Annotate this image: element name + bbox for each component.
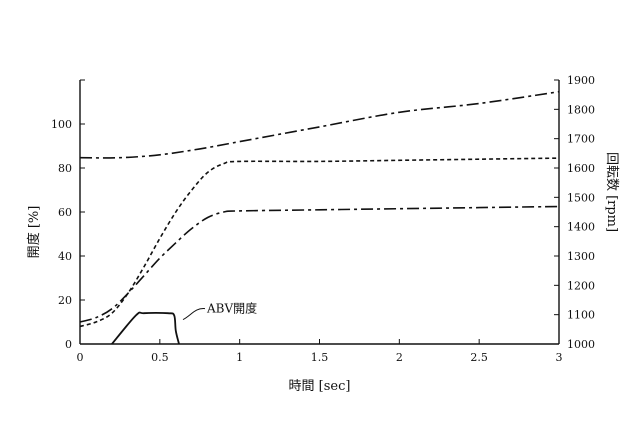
y-left-axis-title: 開度 [%] — [26, 206, 42, 259]
series-line-2 — [79, 205, 560, 323]
y-right-tick-label: 1000 — [567, 338, 595, 351]
y-right-tick-label: 1700 — [567, 133, 595, 146]
series-line-0 — [111, 311, 180, 345]
x-tick-label: 2.5 — [470, 351, 488, 364]
ticks-group: 0 0.5 1 1.5 2 2.5 3 0 20 40 60 80 100 1000 1100 1200 130… — [51, 74, 595, 364]
y-right-tick-label: 1600 — [567, 162, 595, 175]
y-right-tick-label: 1900 — [567, 74, 595, 87]
x-tick-label: 1.5 — [311, 351, 329, 364]
axes-group — [79, 80, 560, 345]
y-left-tick-label: 20 — [58, 294, 72, 307]
series-group — [79, 90, 560, 345]
y-left-tick-label: 100 — [51, 118, 72, 131]
annotation-abv-label: ABV開度 — [206, 301, 257, 316]
y-right-axis-title: 回転数 [rpm] — [604, 152, 619, 232]
series-line-1 — [79, 157, 560, 328]
series-line-3 — [79, 90, 560, 159]
y-left-tick-label: 40 — [58, 250, 72, 263]
labels-group: 時間 [sec] 開度 [%] 回転数 [rpm] ABV開度 — [26, 152, 619, 394]
y-right-tick-label: 1300 — [567, 250, 595, 263]
y-right-tick-label: 1800 — [567, 103, 595, 116]
x-tick-label: 1 — [236, 351, 243, 364]
y-right-tick-label: 1400 — [567, 221, 595, 234]
y-right-tick-label: 1100 — [567, 309, 595, 322]
x-tick-label: 0 — [77, 351, 84, 364]
x-tick-label: 3 — [556, 351, 563, 364]
y-right-tick-label: 1500 — [567, 191, 595, 204]
x-axis-title: 時間 [sec] — [289, 379, 351, 394]
x-tick-label: 0.5 — [151, 351, 169, 364]
y-left-tick-label: 80 — [58, 162, 72, 175]
y-left-tick-label: 60 — [58, 206, 72, 219]
annotation-leader-line — [182, 308, 206, 321]
y-right-tick-label: 1200 — [567, 279, 595, 292]
x-tick-label: 2 — [396, 351, 403, 364]
y-left-tick-label: 0 — [65, 338, 72, 351]
